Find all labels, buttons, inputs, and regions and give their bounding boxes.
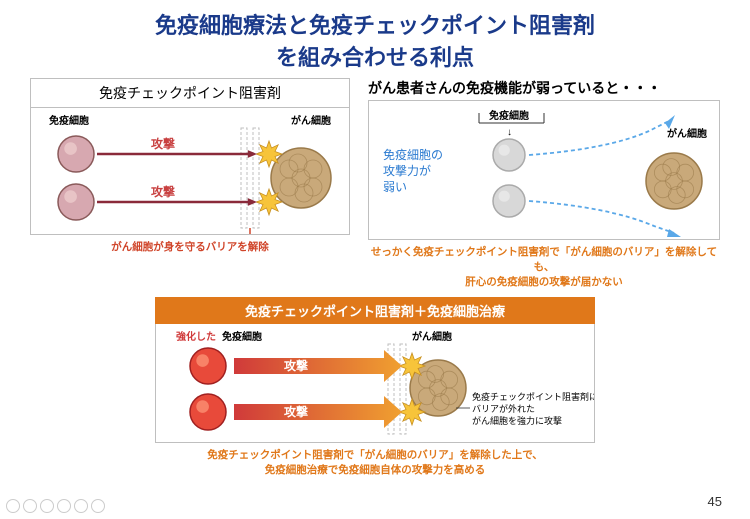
panel3-title: 免疫チェックポイント阻害剤＋免疫細胞治療 bbox=[155, 297, 595, 324]
svg-text:強化した: 強化した bbox=[176, 330, 216, 343]
nav-icon[interactable] bbox=[74, 499, 88, 513]
panel3-caption: 免疫チェックポイント阻害剤で「がん細胞のバリア」を解除した上で、 免疫細胞治療で… bbox=[155, 447, 595, 477]
panel3-diagram: 強化した免疫細胞がん細胞攻撃攻撃免疫チェックポイント阻害剤によりバリアが外れたが… bbox=[156, 324, 594, 442]
svg-text:がん細胞: がん細胞 bbox=[291, 114, 331, 127]
title-line1: 免疫細胞療法と免疫チェックポイント阻害剤 bbox=[0, 8, 750, 40]
page-title: 免疫細胞療法と免疫チェックポイント阻害剤 を組み合わせる利点 bbox=[0, 0, 750, 76]
panel2-caption: せっかく免疫チェックポイント阻害剤で「がん細胞のバリア」を解除しても、 肝心の免… bbox=[368, 244, 720, 289]
svg-text:攻撃: 攻撃 bbox=[284, 358, 308, 373]
panel2-caption-1: せっかく免疫チェックポイント阻害剤で「がん細胞のバリア」を解除しても、 bbox=[368, 244, 720, 274]
nav-icons bbox=[6, 499, 105, 513]
svg-text:免疫細胞: 免疫細胞 bbox=[489, 109, 529, 122]
nav-icon[interactable] bbox=[23, 499, 37, 513]
panel2-diagram: 免疫細胞がん細胞 ↓ 免疫細胞の攻撃力が弱い bbox=[369, 101, 719, 239]
svg-text:がん細胞: がん細胞 bbox=[412, 330, 452, 343]
title-line2: を組み合わせる利点 bbox=[0, 40, 750, 72]
panel3-caption-2: 免疫細胞治療で免疫細胞自体の攻撃力を高める bbox=[155, 462, 595, 477]
nav-icon[interactable] bbox=[40, 499, 54, 513]
svg-text:攻撃: 攻撃 bbox=[151, 136, 175, 151]
panel2-title: がん患者さんの免疫機能が弱っていると・・・ bbox=[368, 78, 720, 98]
page-number: 45 bbox=[708, 494, 722, 509]
panel1-title: 免疫チェックポイント阻害剤 bbox=[31, 79, 349, 108]
panel3-caption-1: 免疫チェックポイント阻害剤で「がん細胞のバリア」を解除した上で、 bbox=[155, 447, 595, 462]
svg-text:がん細胞: がん細胞 bbox=[667, 127, 707, 140]
panel1-diagram: 免疫細胞がん細胞攻撃攻撃 bbox=[31, 108, 349, 234]
panel-1: 免疫チェックポイント阻害剤 免疫細胞がん細胞攻撃攻撃 がん細胞が身を守るバリアを… bbox=[30, 78, 350, 289]
svg-text:バリアが外れた: バリアが外れた bbox=[472, 403, 535, 414]
panel-2: がん患者さんの免疫機能が弱っていると・・・ 免疫細胞がん細胞 ↓ 免疫細胞の攻撃力が… bbox=[368, 78, 720, 289]
nav-icon[interactable] bbox=[6, 499, 20, 513]
svg-text:攻撃: 攻撃 bbox=[151, 184, 175, 199]
svg-text:↓: ↓ bbox=[507, 127, 512, 138]
svg-text:免疫細胞の: 免疫細胞の bbox=[383, 147, 443, 162]
nav-icon[interactable] bbox=[91, 499, 105, 513]
panel1-caption: がん細胞が身を守るバリアを解除 bbox=[30, 239, 350, 254]
panel2-caption-2: 肝心の免疫細胞の攻撃が届かない bbox=[368, 274, 720, 289]
svg-text:免疫細胞: 免疫細胞 bbox=[49, 114, 89, 127]
svg-text:免疫チェックポイント阻害剤により: 免疫チェックポイント阻害剤により bbox=[472, 391, 594, 402]
nav-icon[interactable] bbox=[57, 499, 71, 513]
svg-text:免疫細胞: 免疫細胞 bbox=[222, 330, 262, 343]
svg-text:攻撃力が: 攻撃力が bbox=[383, 163, 431, 178]
svg-text:がん細胞を強力に攻撃: がん細胞を強力に攻撃 bbox=[472, 415, 562, 426]
svg-text:攻撃: 攻撃 bbox=[284, 404, 308, 419]
panel-3: 免疫チェックポイント阻害剤＋免疫細胞治療 強化した免疫細胞がん細胞攻撃攻撃免疫チ… bbox=[155, 297, 595, 477]
svg-text:弱い: 弱い bbox=[383, 180, 407, 194]
